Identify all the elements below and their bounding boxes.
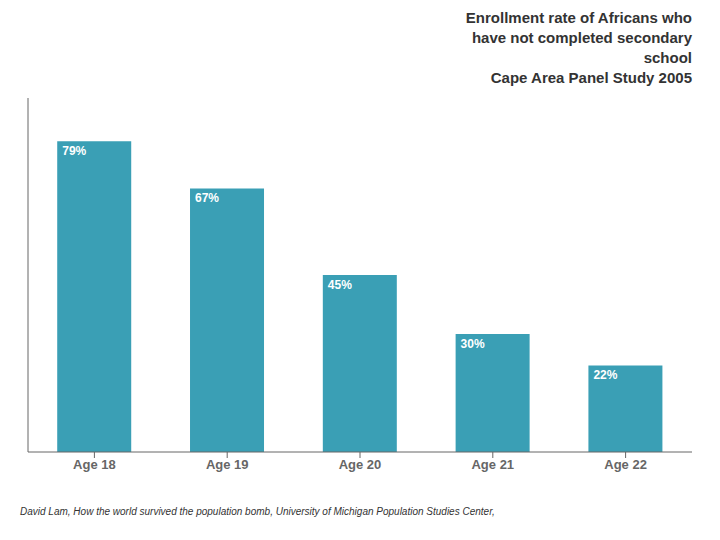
html-text:Enrollment rate of Africans wh: Enrollment rate of Africans who (465, 9, 692, 26)
svg-text:45%: 45% (328, 278, 352, 292)
html-text:school: school (643, 49, 692, 66)
svg-text:Age 22: Age 22 (604, 457, 647, 472)
svg-text:67%: 67% (195, 191, 219, 205)
svg-text:22%: 22% (593, 368, 617, 382)
svg-text:Age 19: Age 19 (206, 457, 249, 472)
html-text:Cape Area Panel Study 2005: Cape Area Panel Study 2005 (490, 69, 692, 86)
svg-text:Age 18: Age 18 (73, 457, 116, 472)
html-text:have not completed secondary: have not completed secondary (471, 29, 692, 46)
svg-text:Age 21: Age 21 (471, 457, 514, 472)
svg-text:30%: 30% (461, 337, 485, 351)
html-text:David Lam, How the world survi: David Lam, How the world survived the po… (20, 506, 495, 517)
svg-text:Age 20: Age 20 (339, 457, 382, 472)
svg-text:79%: 79% (62, 144, 86, 158)
